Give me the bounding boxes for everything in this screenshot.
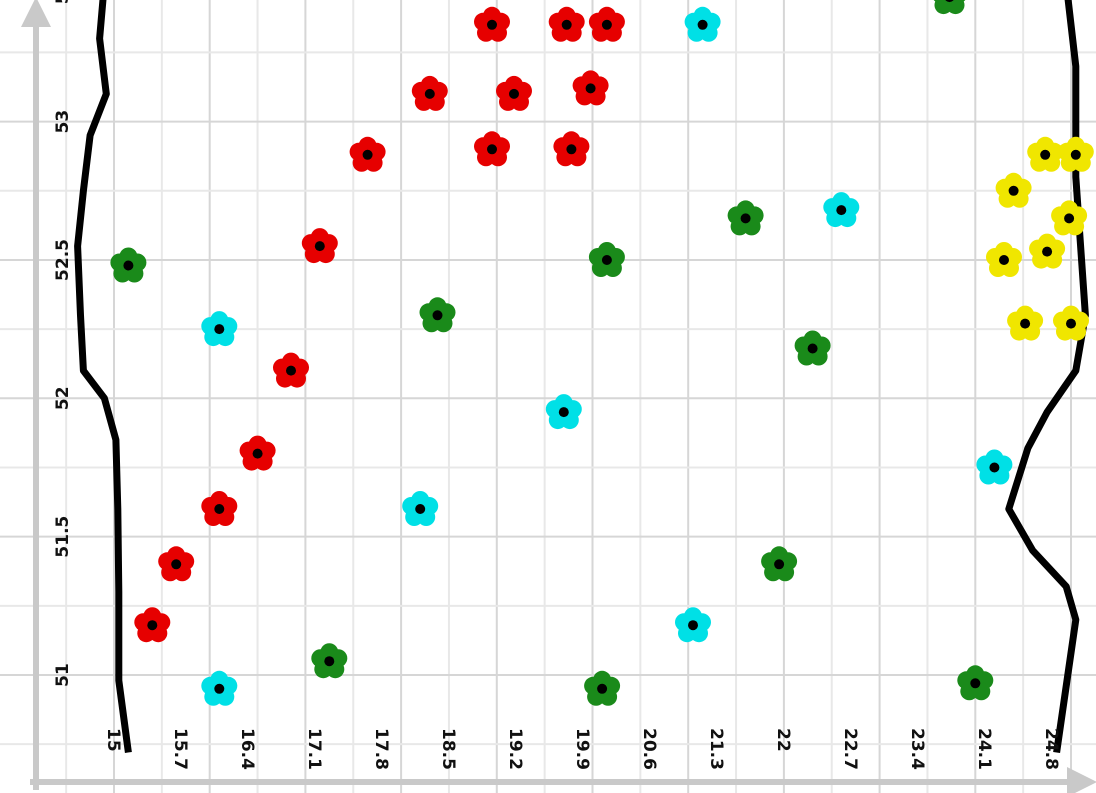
data-point [675, 607, 711, 642]
data-point [412, 76, 448, 111]
data-point [986, 242, 1022, 277]
data-point [823, 192, 859, 227]
data-point [1029, 234, 1065, 269]
x-tick-label: 16.4 [237, 728, 257, 770]
x-tick-label: 15.7 [170, 728, 190, 770]
data-point [311, 643, 347, 678]
data-point [584, 671, 620, 706]
x-tick-label: 17.8 [371, 728, 391, 770]
y-tick-label: 51 [53, 663, 73, 687]
x-tick-label: 17.1 [304, 728, 324, 770]
x-tick-label: 24.1 [974, 728, 994, 770]
data-point [996, 173, 1032, 208]
y-tick-label: 53 [53, 110, 73, 134]
x-tick-label: 22.7 [840, 728, 860, 770]
x-tick-label: 23.4 [907, 728, 927, 770]
data-point [158, 546, 194, 581]
y-tick-label: 53.5 [53, 0, 73, 4]
data-point [302, 228, 338, 263]
x-tick-label: 19.9 [572, 728, 592, 770]
data-point [273, 353, 309, 388]
data-point [474, 7, 510, 42]
data-point [1007, 306, 1043, 341]
data-point [549, 7, 585, 42]
data-point [589, 242, 625, 277]
x-tick-label: 18.5 [438, 728, 458, 770]
data-point [976, 450, 1012, 485]
data-point [420, 297, 456, 332]
data-point [1051, 200, 1087, 235]
data-point [761, 546, 797, 581]
data-point [589, 7, 625, 42]
data-point [553, 131, 589, 166]
x-tick-label: 20.6 [639, 728, 659, 770]
data-point [795, 331, 831, 366]
data-point [240, 436, 276, 471]
region-outline [78, 0, 1086, 753]
data-point [496, 76, 532, 111]
x-tick-label: 24.8 [1041, 728, 1061, 770]
data-point [474, 131, 510, 166]
data-point [201, 311, 237, 346]
data-point [350, 137, 386, 172]
data-point [201, 671, 237, 706]
data-point [932, 0, 968, 14]
x-tick-labels: 15 15.7 16.4 17.1 17.8 18.5 19.2 19.9 20.6 21.3 22… [103, 728, 1061, 770]
y-tick-label: 51.5 [53, 516, 73, 558]
data-point [728, 200, 764, 235]
data-point [402, 491, 438, 526]
data-point [546, 394, 582, 429]
data-point [110, 248, 146, 283]
data-point [201, 491, 237, 526]
x-tick-label: 19.2 [505, 728, 525, 770]
data-point [134, 607, 170, 642]
data-point [573, 70, 609, 105]
y-tick-label: 52 [53, 386, 73, 410]
data-point [1058, 137, 1094, 172]
data-point [1027, 137, 1063, 172]
data-point [957, 665, 993, 700]
y-tick-label: 52.5 [53, 239, 73, 281]
data-point [685, 7, 721, 42]
x-tick-label: 22 [773, 728, 793, 752]
x-tick-label: 21.3 [706, 728, 726, 770]
x-tick-label: 15 [103, 728, 123, 752]
